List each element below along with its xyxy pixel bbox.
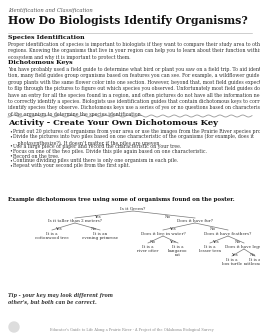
- Text: No: No: [210, 227, 216, 231]
- Text: •: •: [9, 154, 12, 159]
- Text: It is a: It is a: [46, 232, 58, 236]
- Text: It is a: It is a: [249, 258, 260, 262]
- Text: cottonwood tree: cottonwood tree: [35, 236, 69, 240]
- Text: Is it taller than 2 meters?: Is it taller than 2 meters?: [48, 219, 102, 223]
- Text: Continue dividing piles until there is only one organism in each pile.: Continue dividing piles until there is o…: [13, 158, 178, 163]
- Text: Does it have fur?: Does it have fur?: [177, 219, 213, 223]
- Text: Does it have feathers?: Does it have feathers?: [204, 232, 252, 236]
- Text: evening primrose: evening primrose: [82, 236, 118, 240]
- Text: •: •: [9, 163, 12, 168]
- Text: river otter: river otter: [137, 249, 159, 253]
- Text: How Do Biologists Identify Organisms?: How Do Biologists Identify Organisms?: [8, 15, 248, 26]
- Circle shape: [9, 322, 19, 332]
- Text: It is a: It is a: [142, 245, 154, 249]
- Text: rat: rat: [175, 253, 181, 257]
- Text: Activity - Create Your Own Dichotomous Key: Activity - Create Your Own Dichotomous K…: [8, 119, 218, 127]
- Text: Does it have legs?: Does it have legs?: [225, 245, 260, 249]
- Text: Does it live in water?: Does it live in water?: [141, 232, 185, 236]
- Text: Proper identification of species is important to biologists if they want to comp: Proper identification of species is impo…: [8, 42, 260, 60]
- Text: Species Identification: Species Identification: [8, 35, 85, 40]
- Text: Dichotomous Keys: Dichotomous Keys: [8, 60, 73, 65]
- Text: Yes: Yes: [94, 215, 100, 219]
- Text: Record on the tree.: Record on the tree.: [13, 154, 60, 159]
- Text: No: No: [91, 227, 97, 231]
- Text: Use a large piece of paper and record the characteristic on your tree.: Use a large piece of paper and record th…: [13, 144, 181, 149]
- Text: •: •: [9, 144, 12, 149]
- Text: No: No: [235, 240, 241, 244]
- Text: It is a: It is a: [172, 245, 184, 249]
- Text: •: •: [9, 129, 12, 134]
- Text: It is a: It is a: [226, 258, 238, 262]
- Text: lesser tern: lesser tern: [199, 249, 221, 253]
- Text: You have probably used a field guide to determine what bird or plant you saw on : You have probably used a field guide to …: [8, 67, 260, 117]
- Text: Identification and Classification: Identification and Classification: [8, 8, 93, 13]
- Text: •: •: [9, 149, 12, 154]
- Text: Is it Green?: Is it Green?: [120, 207, 146, 211]
- Text: box turtle: box turtle: [222, 262, 242, 266]
- Text: •: •: [9, 134, 12, 139]
- Text: It is an: It is an: [93, 232, 107, 236]
- Text: Focus on one of the two piles. Divide this pile again based on one characteristi: Focus on one of the two piles. Divide th…: [13, 149, 207, 154]
- Text: Educator's Guide to Life Along a Prairie River - A Project of the Oklahoma Biolo: Educator's Guide to Life Along a Prairie…: [50, 328, 214, 332]
- Text: Repeat with your second pile from the first split.: Repeat with your second pile from the fi…: [13, 163, 130, 168]
- Text: Yes: Yes: [212, 240, 218, 244]
- Text: No: No: [250, 253, 256, 257]
- Text: rattlesnake: rattlesnake: [243, 262, 260, 266]
- Text: It is a: It is a: [204, 245, 216, 249]
- Text: Print out 20 pictures of organisms from your area or use the images from the Pra: Print out 20 pictures of organisms from …: [13, 129, 260, 134]
- Text: Example dichotomous tree using some of organisms found on the poster.: Example dichotomous tree using some of o…: [8, 197, 235, 202]
- Text: •: •: [9, 158, 12, 163]
- Text: Yes: Yes: [231, 253, 237, 257]
- Text: No: No: [165, 215, 171, 219]
- Text: Divide the pictures into two piles based on one characteristic of the organisms : Divide the pictures into two piles based…: [13, 134, 254, 146]
- Text: No: No: [150, 240, 156, 244]
- Text: Yes: Yes: [169, 240, 175, 244]
- Text: Yes: Yes: [55, 227, 61, 231]
- Text: Tip - your key may look different from
other's, but both can be correct.: Tip - your key may look different from o…: [8, 293, 113, 304]
- Text: kangaroo: kangaroo: [168, 249, 188, 253]
- Text: Yes: Yes: [169, 227, 175, 231]
